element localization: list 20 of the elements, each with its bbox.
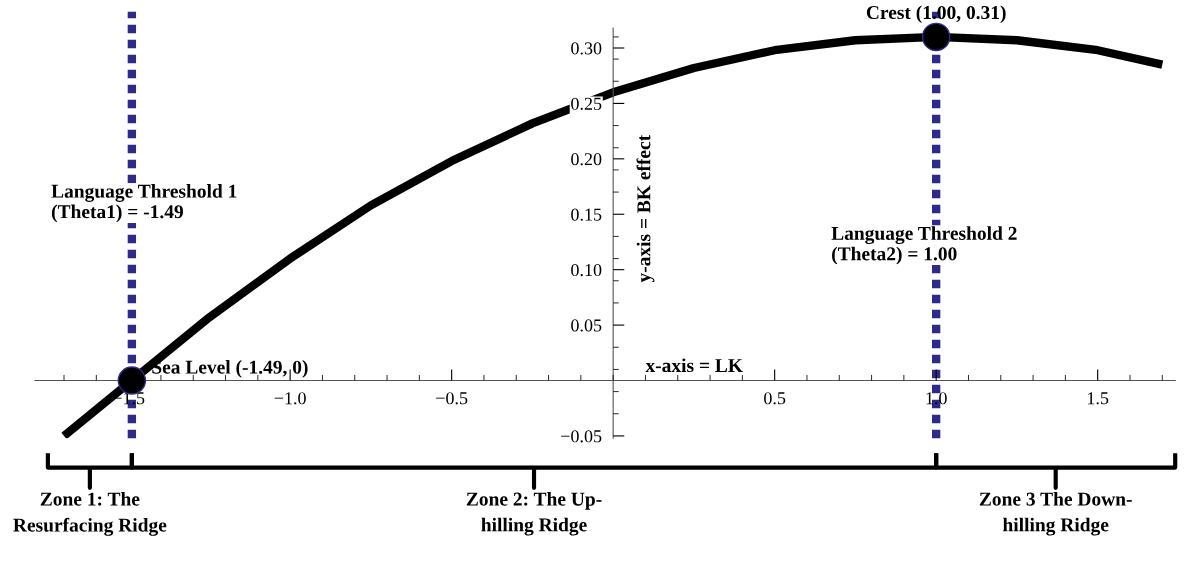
x-tick-label: 1.0 bbox=[926, 392, 947, 405]
text: Zone 3 The Down- hilling Ridge bbox=[979, 492, 1132, 536]
y-tick-label: −0.05 bbox=[561, 430, 602, 443]
annotation: Crest (1.00, 0.31) bbox=[866, 5, 1006, 24]
x-tick-label: −1.0 bbox=[274, 392, 306, 405]
x-axis-title: x-axis = LK bbox=[645, 358, 743, 373]
x-tick-label: 1.5 bbox=[1087, 392, 1109, 405]
text: Zone 2: The Up- hilling Ridge bbox=[466, 492, 602, 536]
y-tick-label: 0.25 bbox=[571, 97, 602, 110]
y-tick-label: 0.05 bbox=[571, 319, 602, 332]
y-tick-label: 0.15 bbox=[571, 208, 602, 221]
y-axis-title: y-axis = BK effect bbox=[636, 134, 655, 283]
text: Zone 1: The Resurfacing Ridge bbox=[13, 492, 167, 536]
y-tick-label: 0.20 bbox=[571, 153, 602, 166]
ref-line-label: Language Threshold 2 (Theta2) = 1.00 bbox=[831, 226, 1017, 265]
ref-line-label: Language Threshold 1 (Theta1) = -1.49 bbox=[51, 184, 237, 223]
x-tick-label: 0.5 bbox=[764, 392, 786, 405]
y-tick-label: 0.30 bbox=[571, 42, 602, 55]
y-tick-label: 0.10 bbox=[571, 263, 602, 277]
x-tick-label: −0.5 bbox=[436, 392, 468, 405]
